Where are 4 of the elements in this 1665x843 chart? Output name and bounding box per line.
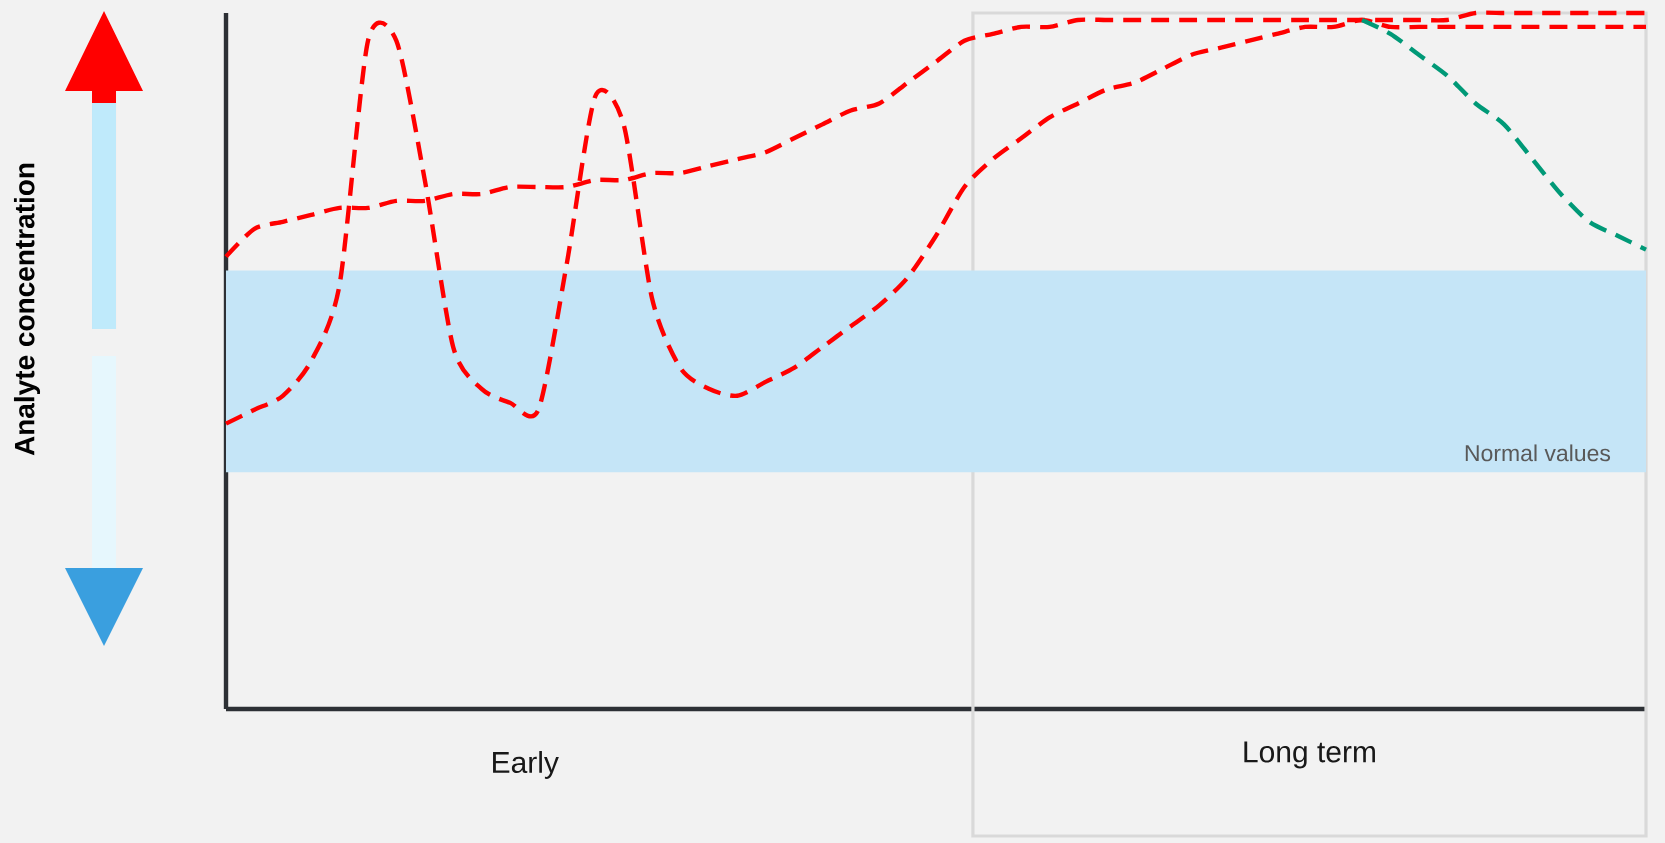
text: Long term (1244, 741, 1375, 769)
text: Analyte concentration (13, 163, 41, 456)
band-label: Normal values (1465, 444, 1611, 462)
text: Early (493, 751, 559, 779)
